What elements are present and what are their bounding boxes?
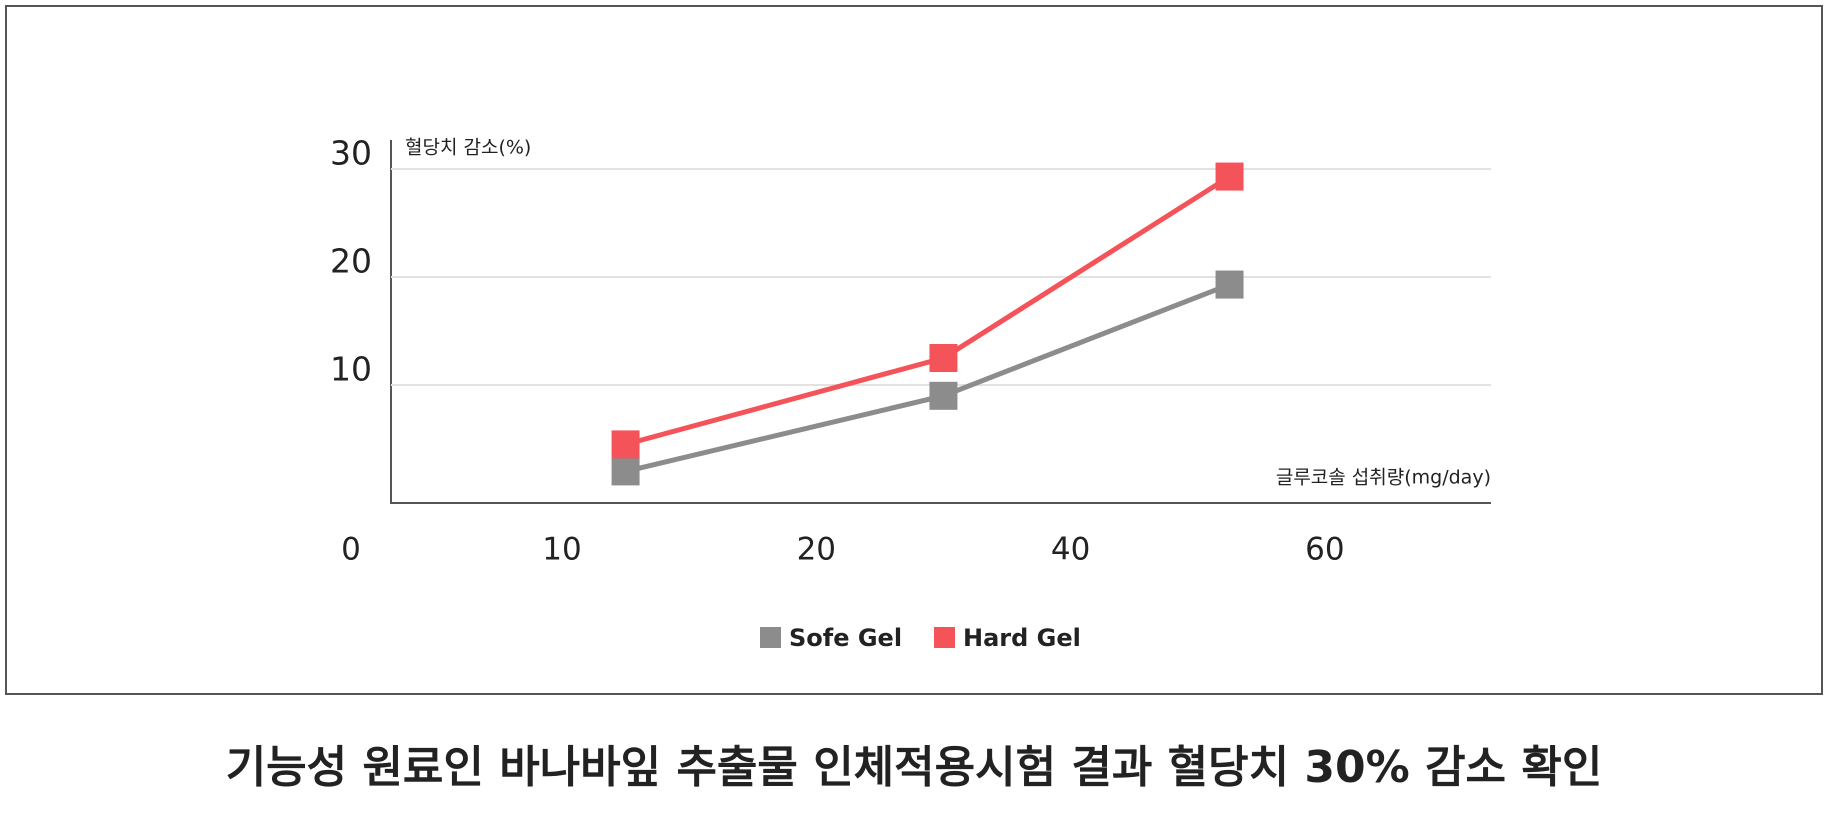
marker	[929, 344, 958, 372]
y-tick-label: 20	[330, 242, 372, 281]
x-tick-label: 60	[1305, 532, 1344, 568]
marker	[611, 457, 640, 486]
legend-swatch	[760, 627, 781, 648]
x-tick-label: 10	[542, 532, 581, 568]
y-tick-label: 30	[330, 134, 372, 173]
legend-label: Sofe Gel	[789, 624, 902, 652]
legend-label: Hard Gel	[963, 624, 1081, 652]
legend-swatch	[934, 627, 955, 648]
x-tick-label: 40	[1051, 532, 1090, 568]
series-line	[624, 282, 1231, 474]
x-axis-label: 글루코솔 섭취량(mg/day)	[1276, 467, 1491, 489]
frame	[5, 5, 1823, 695]
y-axis-label: 혈당치 감소(%)	[405, 137, 531, 159]
x-tick-label: 0	[341, 532, 361, 568]
x-tick-label: 20	[797, 532, 836, 568]
caption: 기능성 원료인 바나바잎 추출물 인체적용시험 결과 혈당치 30% 감소 확인	[226, 742, 1603, 793]
y-tick-label: 10	[330, 350, 372, 389]
marker	[1215, 162, 1244, 191]
marker	[929, 381, 958, 410]
marker	[1215, 270, 1244, 299]
series-line	[624, 174, 1231, 447]
marker	[611, 430, 640, 459]
